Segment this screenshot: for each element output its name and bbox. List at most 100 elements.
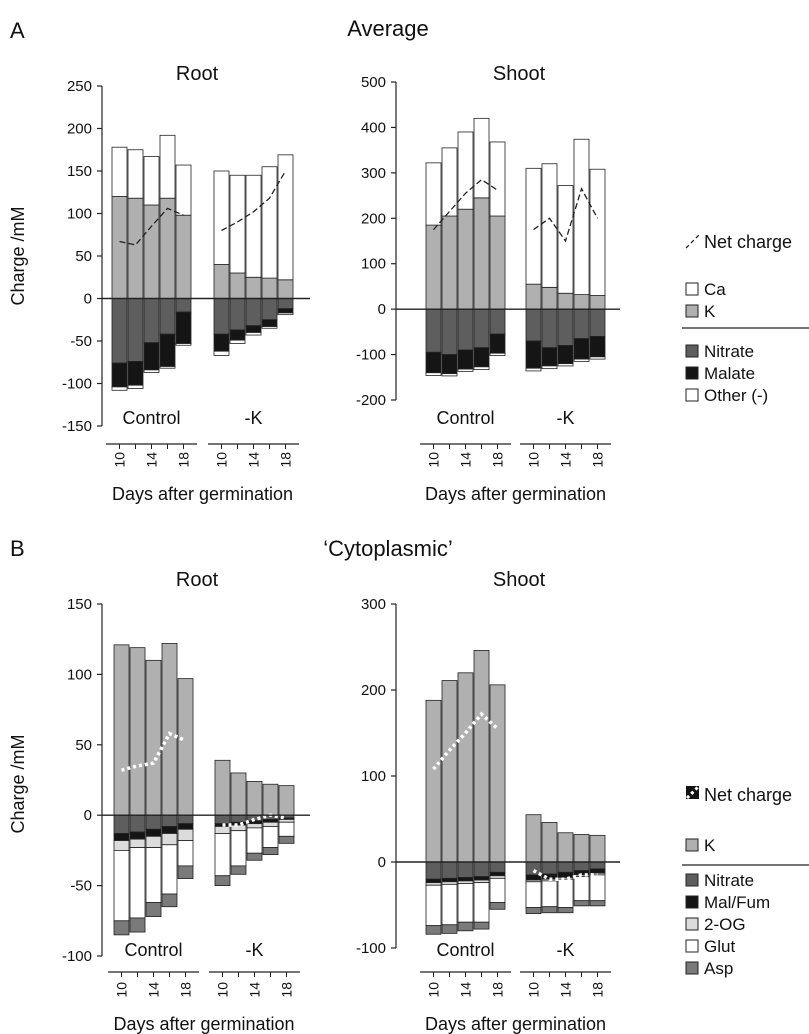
bar-segment-nitrate [541, 308, 558, 349]
bar-segment-ca [127, 149, 144, 199]
bar-segment-twoog [278, 819, 295, 823]
net-charge-line [222, 813, 287, 827]
legend-label: 2-OG [704, 915, 746, 934]
x-tick-label: 14 [144, 452, 160, 468]
x-axis-label: Days after germination [113, 1014, 294, 1034]
y-tick-label: 200 [67, 121, 92, 138]
bar-segment-malate [457, 877, 474, 882]
legend-label: Malate [704, 364, 755, 383]
x-tick-label: 14 [247, 982, 263, 998]
bar-segment-nitrate [457, 308, 474, 351]
group-label: -K [557, 408, 575, 428]
bar-segment-malate [573, 338, 590, 360]
y-tick-label: 100 [67, 206, 92, 223]
bar-segment-ca [213, 170, 230, 265]
y-tick-label: -50 [70, 878, 92, 895]
bar-segment-nitrate [441, 861, 458, 879]
bar-segment-asp [489, 902, 506, 910]
bar-segment-asp [525, 907, 542, 915]
bar-segment-k [175, 214, 192, 299]
bar-segment-nitrate [425, 861, 442, 880]
group-label: Control [122, 408, 180, 428]
bar-segment-asp [230, 865, 247, 875]
x-tick-label: 18 [279, 982, 295, 998]
group-label: Control [436, 408, 494, 428]
group-label: -K [245, 408, 263, 428]
bar-segment-malate [425, 878, 442, 884]
bar-segment-malate [175, 311, 192, 344]
y-tick-label: -100 [356, 940, 386, 957]
bar-segment-other [213, 350, 230, 356]
bar-segment-malate [557, 345, 574, 365]
bar-segment-nitrate [557, 861, 574, 873]
legend-swatch-ca [685, 282, 699, 296]
group-label: -K [246, 940, 264, 960]
bar-segment-k [489, 215, 506, 310]
bar-segment-malate [262, 819, 279, 823]
net-charge-line [433, 178, 498, 231]
x-tick-label: 10 [526, 982, 542, 998]
bar-segment-nitrate [213, 298, 230, 335]
x-tick-label: 10 [426, 982, 442, 998]
y-tick-label: 400 [361, 119, 386, 136]
bar-segment-malate [557, 871, 574, 878]
bar-segment-malate [161, 826, 178, 834]
bar-segment-nitrate [230, 814, 247, 823]
y-tick-label: -100 [62, 376, 92, 393]
legend-label: Glut [704, 937, 735, 956]
bar-segment-ca [441, 147, 458, 217]
bar-segment-other [127, 384, 144, 390]
bar-segment-nitrate [425, 308, 442, 353]
bar-segment-twoog [145, 835, 162, 848]
bar-segment-malate [143, 342, 160, 371]
chart-title: Root [176, 569, 219, 591]
bar-segment-nitrate [143, 298, 160, 344]
y-tick-label: 500 [361, 74, 386, 91]
bar-segment-nitrate [177, 814, 194, 825]
x-tick-label: 18 [590, 982, 606, 998]
bar-segment-malate [441, 354, 458, 375]
bar-segment-k [262, 783, 279, 816]
bar-segment-nitrate [573, 861, 590, 872]
bar-segment-asp [113, 920, 130, 936]
bar-segment-twoog [230, 824, 247, 832]
y-tick-label: 50 [75, 737, 92, 754]
bar-segment-nitrate [111, 298, 128, 364]
bar-segment-twoog [113, 840, 130, 851]
bar-segment-asp [262, 847, 279, 856]
bar-segment-k [589, 295, 606, 310]
y-tick-label: 0 [378, 854, 386, 871]
bar-segment-ca [425, 162, 442, 226]
bar-segment-k [214, 759, 231, 816]
bar-segment-glut [177, 840, 194, 867]
bar-segment-asp [573, 900, 590, 907]
bar-segment-k [145, 659, 162, 816]
bar-segment-ca [143, 156, 160, 206]
legend-swatch-k [685, 304, 699, 318]
bar-segment-other [589, 356, 606, 360]
bar-segment-k [127, 197, 144, 299]
bar-segment-asp [589, 900, 606, 907]
bar-segment-nitrate [261, 298, 278, 321]
bar-segment-glut [161, 844, 178, 895]
bar-segment-nitrate [161, 814, 178, 827]
net-charge-line [119, 207, 184, 246]
x-tick-label: 14 [246, 452, 262, 468]
x-tick-label: 10 [114, 982, 130, 998]
group-label: Control [124, 940, 182, 960]
legend-label: K [704, 302, 716, 321]
legend-cytoplasmic: Net charge K Nitrate Mal/Fum 2-OG Glut Asp [682, 785, 809, 978]
bar-segment-twoog [161, 833, 178, 846]
bar-segment-malate [129, 831, 146, 840]
x-tick-label: 14 [146, 982, 162, 998]
bar-segment-other [573, 358, 590, 362]
bar-segment-ca [245, 174, 262, 278]
bar-segment-glut [489, 877, 506, 903]
y-tick-label: 50 [75, 248, 92, 265]
bar-segment-ca [175, 164, 192, 216]
bar-segment-nitrate [127, 298, 144, 362]
x-axis-label: Days after germination [112, 484, 293, 504]
bar-segment-k [111, 196, 128, 299]
bar-segment-k [489, 684, 506, 863]
x-tick-label: 10 [426, 452, 442, 468]
